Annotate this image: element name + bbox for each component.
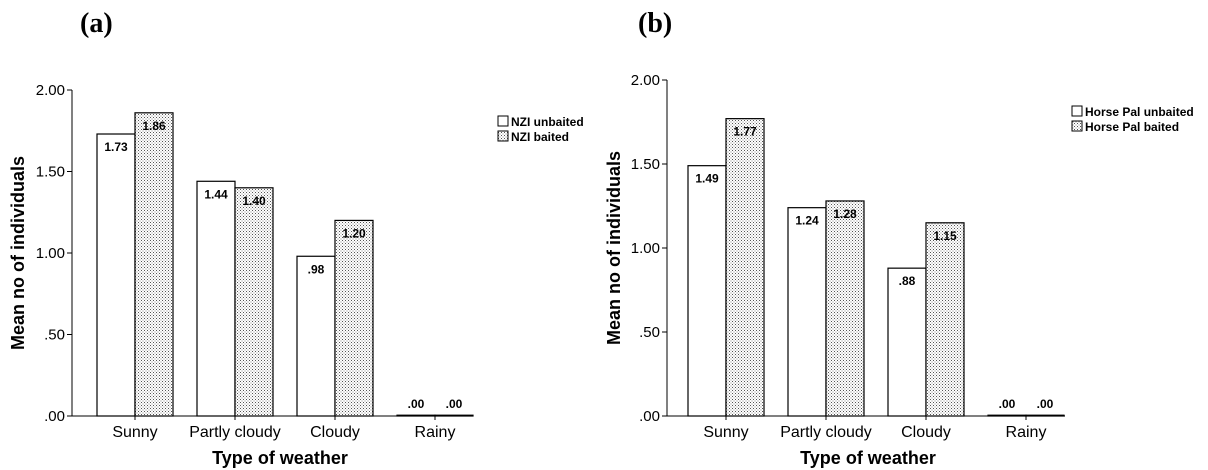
legend-label: NZI baited (511, 130, 569, 144)
legend-swatch (1071, 105, 1083, 117)
data-label: .98 (308, 262, 325, 276)
data-label: 1.24 (795, 214, 819, 228)
y-tick-label: 2.00 (36, 82, 65, 99)
legend-swatch (497, 130, 509, 142)
bar (1025, 414, 1065, 417)
legend-label: Horse Pal baited (1085, 120, 1179, 134)
x-tick-label: Cloudy (901, 424, 951, 441)
data-label: .88 (899, 274, 916, 288)
bar (987, 414, 1027, 417)
data-label: 1.77 (733, 125, 757, 139)
chart-a: .00 .50 1.00 1.50 2.00 1.73 1.86 Sunny 1.44 1.40 P… (8, 82, 584, 468)
data-label: .00 (446, 397, 463, 411)
y-tick-label: .00 (44, 408, 65, 425)
bar (334, 219, 374, 417)
x-tick-label: Partly cloudy (780, 424, 872, 441)
y-tick-label: 1.50 (631, 156, 660, 173)
bar (434, 414, 474, 417)
legend-swatch (497, 115, 509, 127)
bar (134, 112, 174, 417)
panel-label-b: (b) (638, 8, 673, 39)
y-tick-label: .50 (639, 324, 660, 341)
data-label: 1.86 (142, 119, 166, 133)
data-label: .00 (408, 397, 425, 411)
y-tick-label: 1.50 (36, 164, 65, 181)
data-label: 1.20 (342, 226, 366, 240)
x-axis-title: Type of weather (800, 448, 936, 468)
data-label: 1.15 (933, 229, 957, 243)
bar (725, 118, 765, 417)
y-tick-label: 1.00 (631, 240, 660, 257)
bar (296, 255, 336, 417)
y-tick-label: 2.00 (631, 72, 660, 89)
x-tick-label: Sunny (703, 424, 748, 441)
y-tick-label: 1.00 (36, 245, 65, 262)
y-tick-label: .50 (44, 327, 65, 344)
bar (687, 165, 727, 417)
data-label: 1.73 (104, 140, 128, 154)
bar (234, 187, 274, 417)
data-label: .00 (1037, 397, 1054, 411)
x-tick-label: Cloudy (310, 424, 360, 441)
y-axis-title: Mean no of individuals (8, 156, 28, 350)
data-label: 1.40 (242, 194, 266, 208)
data-label: 1.28 (833, 207, 857, 221)
bar (887, 267, 927, 417)
bar (196, 180, 236, 417)
y-tick-label: .00 (639, 408, 660, 425)
legend-label: NZI unbaited (511, 115, 584, 129)
bar (787, 207, 827, 417)
chart-b: .00 .50 1.00 1.50 2.00 1.49 1.77 Sunny 1.24 1.28 P… (604, 72, 1194, 468)
data-label: 1.44 (204, 187, 228, 201)
y-axis-title: Mean no of individuals (604, 151, 624, 345)
bar (396, 414, 436, 417)
panel-label-a: (a) (80, 8, 113, 39)
x-tick-label: Partly cloudy (189, 424, 281, 441)
data-label: .00 (999, 397, 1016, 411)
x-tick-label: Rainy (1006, 424, 1047, 441)
bar (825, 200, 865, 417)
x-tick-label: Rainy (415, 424, 456, 441)
bar (925, 222, 965, 417)
legend-swatch (1071, 120, 1083, 132)
x-axis-title: Type of weather (212, 448, 348, 468)
bar (96, 133, 136, 417)
x-tick-label: Sunny (112, 424, 157, 441)
data-label: 1.49 (695, 172, 719, 186)
legend-label: Horse Pal unbaited (1085, 105, 1194, 119)
